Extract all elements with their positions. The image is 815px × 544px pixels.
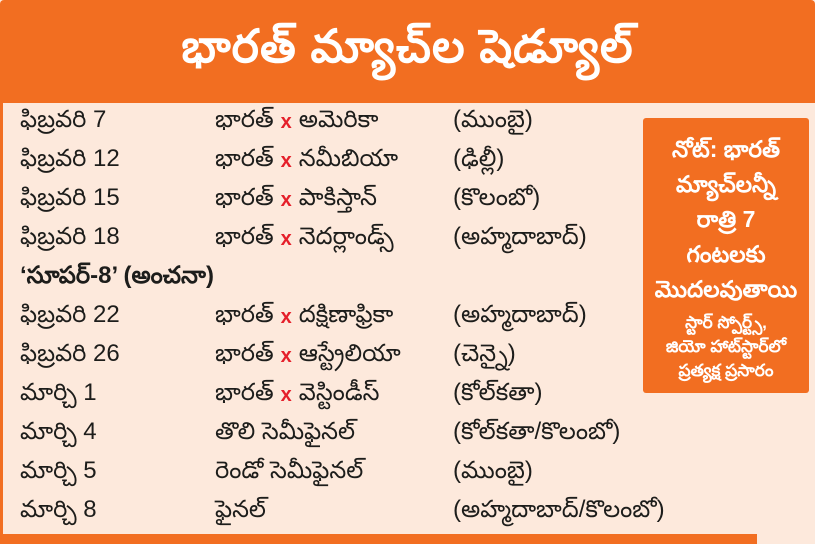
match-cell: భారత్ x దక్షిణాఫ్రికా	[215, 301, 453, 334]
schedule-row: ఫిబ్రవరి 26 భారత్ x ఆస్ట్రేలియా (చెన్నై)	[3, 337, 815, 376]
team2-label: ఆస్ట్రేలియా	[298, 340, 401, 367]
vs-mark: x	[280, 384, 292, 406]
venue-cell: (ముంబై)	[453, 457, 533, 484]
schedule-row: మార్చి 5 రెండో సెమీఫైనల్ (ముంబై)	[3, 454, 815, 493]
team1-label: భారత్	[215, 379, 274, 406]
match-cell: తొలి సెమీఫైనల్	[215, 418, 453, 451]
match-cell: భారత్ x పాకిస్తాన్	[215, 184, 453, 217]
schedule-row: ఫిబ్రవరి 7 భారత్ x అమెరికా (ముంబై)	[3, 103, 815, 142]
match-cell: భారత్ x ఆస్ట్రేలియా	[215, 340, 453, 373]
team1-label: భారత్	[215, 223, 274, 250]
vs-mark: x	[280, 345, 292, 367]
note-sub-line: స్టార్ స్పోర్ట్స్,	[685, 313, 767, 332]
header-band: భారత్ మ్యాచ్‌ల షెడ్యూల్	[0, 0, 815, 103]
note-main-line: నోట్: భారత్	[672, 136, 780, 162]
venue-cell: (ఢిల్లీ)	[453, 145, 505, 172]
venue-cell: (అహ్మదాబాద్)	[453, 223, 587, 250]
note-main-line: రాత్రి 7	[696, 206, 756, 232]
left-border	[0, 103, 3, 544]
schedule-table: ఫిబ్రవరి 7 భారత్ x అమెరికా (ముంబై) ఫిబ్ర…	[3, 103, 815, 534]
schedule-row: ఫిబ్రవరి 12 భారత్ x నమీబియా (ఢిల్లీ)	[3, 142, 815, 181]
team1-label: భారత్	[215, 184, 274, 211]
date-cell: ఫిబ్రవరి 15	[20, 184, 120, 211]
note-sub-line: జియో హాట్‌స్టార్‌లో	[665, 337, 787, 356]
team2-label: అమెరికా	[298, 106, 379, 133]
vs-mark: x	[280, 228, 292, 250]
schedule-row: ఫిబ్రవరి 22 భారత్ x దక్షిణాఫ్రికా (అహ్మద…	[3, 298, 815, 337]
venue-cell: (అహ్మదాబాద్/కొలంబో)	[453, 496, 665, 523]
vs-mark: x	[280, 189, 292, 211]
vs-mark: x	[280, 306, 292, 328]
note-box: నోట్: భారత్ మ్యాచ్‌లన్నీ రాత్రి 7 గంటలకు…	[643, 118, 809, 393]
team2-label: నమీబియా	[298, 145, 399, 172]
section-header-super8: ‘సూపర్-8’ (అంచనా)	[20, 262, 214, 289]
team2-label: దక్షిణాఫ్రికా	[298, 301, 394, 328]
note-main-line: గంటలకు	[686, 241, 766, 267]
date-cell: ఫిబ్రవరి 26	[20, 340, 120, 367]
match-cell: భారత్ x నెదర్లాండ్స్	[215, 223, 453, 256]
team1-label: భారత్	[215, 340, 274, 367]
event-label: రెండో సెమీఫైనల్	[215, 457, 364, 484]
date-cell: ఫిబ్రవరి 7	[20, 106, 107, 133]
date-cell: ఫిబ్రవరి 12	[20, 145, 120, 172]
note-sub-line: ప్రత్యక్ష ప్రసారం	[678, 361, 774, 380]
bottom-border	[0, 534, 757, 544]
date-cell: మార్చి 8	[20, 496, 97, 523]
venue-cell: (చెన్నై)	[453, 340, 516, 367]
venue-cell: (కోల్‌కతా)	[453, 379, 543, 406]
team1-label: భారత్	[215, 145, 274, 172]
note-main-line: మొదలవుతాయి	[654, 276, 798, 302]
venue-cell: (కోల్‌కతా/కొలంబో)	[453, 418, 621, 445]
vs-mark: x	[280, 150, 292, 172]
team2-label: పాకిస్తాన్	[298, 184, 377, 211]
team2-label: నెదర్లాండ్స్	[298, 223, 394, 250]
schedule-row: మార్చి 1 భారత్ x వెస్టిండీస్ (కోల్‌కతా)	[3, 376, 815, 415]
note-broadcast-info: స్టార్ స్పోర్ట్స్, జియో హాట్‌స్టార్‌లో ప…	[643, 311, 809, 383]
date-cell: మార్చి 5	[20, 457, 97, 484]
date-cell: ఫిబ్రవరి 22	[20, 301, 120, 328]
page-title: భారత్ మ్యాచ్‌ల షెడ్యూల్	[181, 19, 634, 72]
date-cell: ఫిబ్రవరి 18	[20, 223, 120, 250]
match-cell: భారత్ x నమీబియా	[215, 145, 453, 178]
team2-label: వెస్టిండీస్	[298, 379, 380, 406]
schedule-row: మార్చి 8 ఫైనల్ (అహ్మదాబాద్/కొలంబో)	[3, 493, 815, 532]
venue-cell: (కొలంబో)	[453, 184, 541, 211]
match-cell: రెండో సెమీఫైనల్	[215, 457, 453, 490]
schedule-row: ఫిబ్రవరి 15 భారత్ x పాకిస్తాన్ (కొలంబో)	[3, 181, 815, 220]
event-label: ఫైనల్	[215, 496, 266, 523]
match-cell: భారత్ x వెస్టిండీస్	[215, 379, 453, 412]
vs-mark: x	[280, 111, 292, 133]
team1-label: భారత్	[215, 301, 274, 328]
match-cell: ఫైనల్	[215, 496, 453, 529]
date-cell: మార్చి 1	[20, 379, 97, 406]
schedule-row: మార్చి 4 తొలి సెమీఫైనల్ (కోల్‌కతా/కొలంబో…	[3, 415, 815, 454]
note-main-line: మ్యాచ్‌లన్నీ	[675, 171, 777, 197]
team1-label: భారత్	[215, 106, 274, 133]
match-cell: భారత్ x అమెరికా	[215, 106, 453, 139]
date-cell: మార్చి 4	[20, 418, 97, 445]
venue-cell: (అహ్మదాబాద్)	[453, 301, 587, 328]
venue-cell: (ముంబై)	[453, 106, 533, 133]
schedule-row: ఫిబ్రవరి 18 భారత్ x నెదర్లాండ్స్ (అహ్మదా…	[3, 220, 815, 259]
event-label: తొలి సెమీఫైనల్	[215, 418, 356, 445]
